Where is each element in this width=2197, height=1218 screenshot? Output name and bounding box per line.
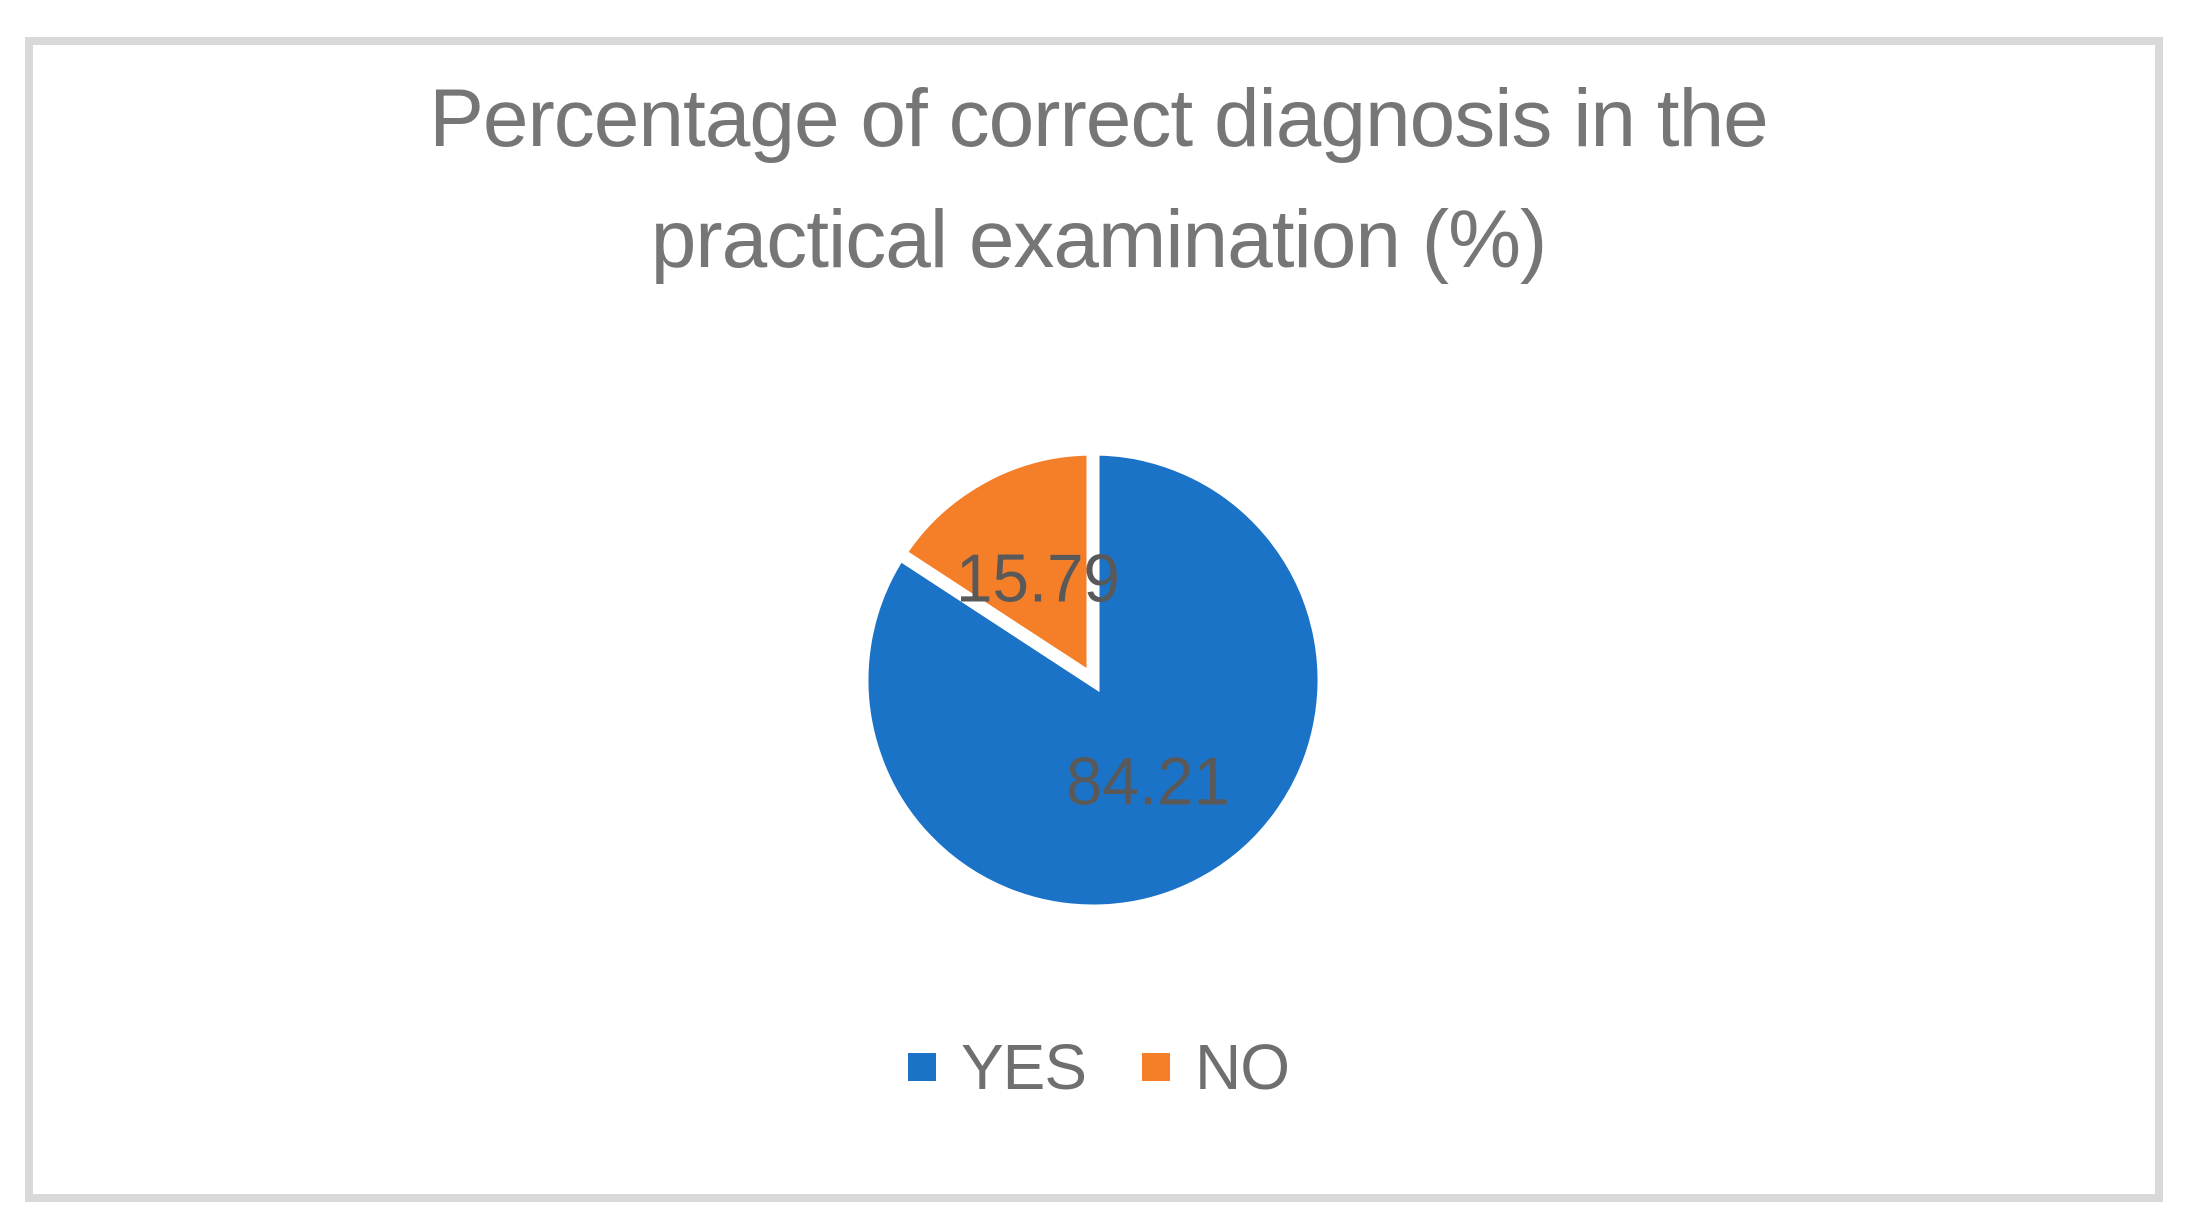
legend-swatch-no <box>1142 1053 1171 1082</box>
chart-area-border <box>25 37 2163 1202</box>
chart-title-line2: practical examination (%) <box>650 194 1548 285</box>
legend-item-yes: YES <box>907 1031 1087 1103</box>
legend-swatch-yes <box>907 1053 936 1082</box>
data-label-yes: 84.21 <box>1066 744 1230 820</box>
legend-label-no: NO <box>1195 1031 1290 1103</box>
legend-item-no: NO <box>1142 1031 1290 1103</box>
data-label-no: 15.79 <box>956 540 1120 616</box>
legend-label-yes: YES <box>960 1031 1087 1103</box>
pie-plot-area: 84.21 15.79 <box>843 430 1343 930</box>
pie-slice-no <box>890 442 1100 693</box>
chart-title: Percentage of correct diagnosis in the p… <box>0 58 2197 300</box>
chart-title-line1: Percentage of correct diagnosis in the <box>429 73 1769 164</box>
legend: YES NO <box>0 1032 2197 1102</box>
pie-chart: 84.21 15.79 <box>855 442 1331 918</box>
